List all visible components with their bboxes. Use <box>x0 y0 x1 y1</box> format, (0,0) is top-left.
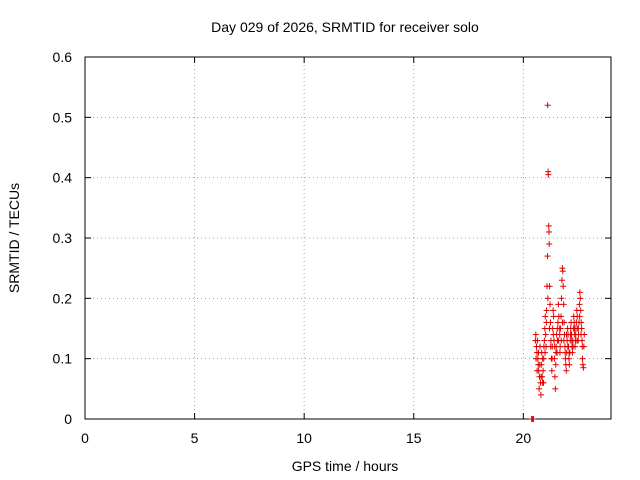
data-point <box>545 171 552 178</box>
data-point <box>558 295 565 302</box>
data-point <box>576 313 583 320</box>
data-point <box>547 301 554 308</box>
data-point <box>534 337 541 344</box>
y-tick-label: 0 <box>64 411 72 427</box>
data-point <box>550 331 557 338</box>
y-axis-label: SRMTID / TECUs <box>6 183 22 293</box>
data-point <box>558 313 565 320</box>
data-point <box>551 373 558 380</box>
y-tick-label: 0.2 <box>53 290 73 306</box>
data-point <box>579 337 586 344</box>
data-point <box>552 385 559 392</box>
chart-title: Day 029 of 2026, SRMTID for receiver sol… <box>211 19 479 35</box>
data-point <box>577 295 584 302</box>
data-point <box>558 277 565 284</box>
data-point <box>563 367 570 374</box>
data-point <box>559 319 566 326</box>
x-tick-label: 20 <box>516 430 532 446</box>
x-tick-label: 15 <box>406 430 422 446</box>
data-point <box>564 343 571 350</box>
y-tick-label: 0.1 <box>53 351 73 367</box>
data-point <box>538 373 545 380</box>
data-point <box>568 337 575 344</box>
plot-frame <box>84 56 612 420</box>
data-point <box>537 391 544 398</box>
data-point <box>540 355 547 362</box>
x-axis-label: GPS time / hours <box>292 458 399 474</box>
data-point <box>536 361 543 368</box>
data-point <box>565 355 572 362</box>
data-point <box>546 241 553 248</box>
x-tick-label: 10 <box>296 430 312 446</box>
data-point <box>542 313 549 320</box>
data-point <box>577 331 584 338</box>
data-point <box>550 307 557 314</box>
data-point <box>542 331 549 338</box>
y-tick-label: 0.3 <box>53 230 73 246</box>
data-point <box>574 337 581 344</box>
data-point <box>579 355 586 362</box>
data-point <box>545 222 552 229</box>
data-point <box>572 331 579 338</box>
data-point <box>536 385 543 392</box>
x-tick-label: 5 <box>191 430 199 446</box>
data-point <box>551 343 558 350</box>
data-point <box>544 295 551 302</box>
data-point <box>533 355 540 362</box>
data-point <box>570 343 577 350</box>
data-point <box>560 301 567 308</box>
data-point <box>566 349 573 356</box>
data-point <box>544 102 551 109</box>
y-tick-label: 0.6 <box>53 49 73 65</box>
data-point <box>542 349 549 356</box>
data-point <box>556 349 563 356</box>
data-point <box>541 337 548 344</box>
data-point <box>577 307 584 314</box>
data-point <box>546 325 553 332</box>
data-point <box>550 313 557 320</box>
x-tick-label: 0 <box>81 430 89 446</box>
data-points <box>528 102 588 422</box>
data-point <box>575 325 582 332</box>
gridlines <box>85 57 611 419</box>
data-point <box>530 416 537 422</box>
data-point <box>535 349 542 356</box>
data-point <box>554 325 561 332</box>
axis-ticks <box>84 56 611 420</box>
data-point <box>555 301 562 308</box>
data-point <box>539 379 546 386</box>
data-point <box>543 307 550 314</box>
data-point <box>566 361 573 368</box>
data-point <box>576 301 583 308</box>
data-point <box>559 268 566 275</box>
data-point <box>546 283 553 290</box>
y-tick-label: 0.4 <box>53 170 73 186</box>
data-point <box>549 355 556 362</box>
data-point <box>540 367 547 374</box>
data-point <box>543 319 550 326</box>
data-point <box>552 361 559 368</box>
data-point <box>567 331 574 338</box>
y-tick-label: 0.5 <box>53 109 73 125</box>
data-point <box>580 364 587 371</box>
data-point <box>532 331 539 338</box>
data-point <box>534 367 541 374</box>
data-point <box>579 343 586 350</box>
data-point <box>545 228 552 235</box>
data-point <box>544 253 551 260</box>
data-point <box>578 319 585 326</box>
data-point <box>548 367 555 374</box>
data-point <box>560 283 567 290</box>
data-point <box>576 289 583 296</box>
data-point <box>560 337 567 344</box>
